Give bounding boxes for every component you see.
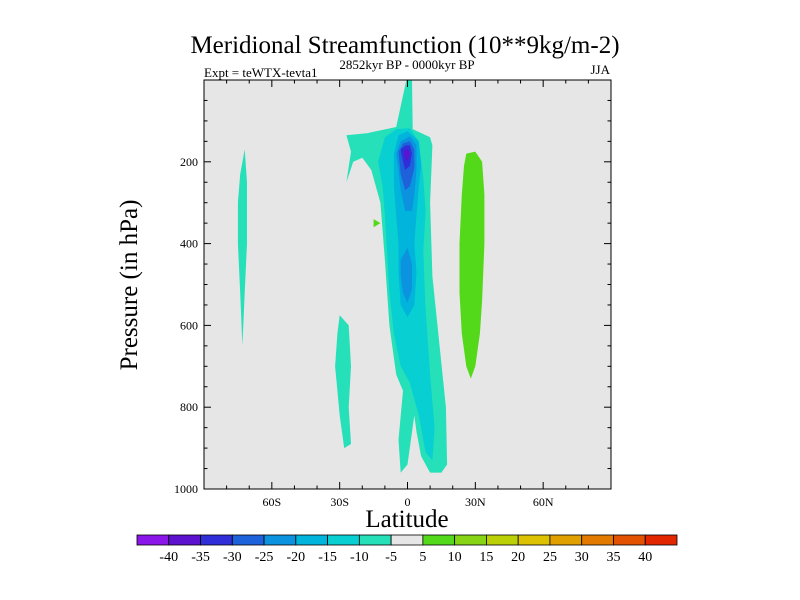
colorbar-label: 30: [575, 550, 589, 565]
x-tick-label: 30S: [330, 495, 349, 509]
contour-region-cell-level-20-lower: [400, 247, 412, 303]
time-period-label: 2852kyr BP - 0000kyr BP: [339, 57, 474, 72]
colorbar-label: -15: [318, 550, 337, 565]
y-tick-label: 1000: [174, 482, 198, 496]
colorbar-box: [486, 534, 519, 546]
y-tick-label: 600: [180, 318, 198, 332]
colorbar-box: [200, 534, 233, 546]
y-tick-label: 200: [180, 155, 198, 169]
y-tick-label: 800: [180, 400, 198, 414]
colorbar-box: [168, 534, 201, 546]
colorbar: -40 -35 -30 -25 -20 -15 -10 -5 5 10 15 20 25 30 35 40: [136, 534, 678, 565]
colorbar-label: -30: [223, 550, 242, 565]
colorbar-label: 40: [638, 550, 652, 565]
contour-regions: [237, 80, 485, 473]
colorbar-box: [549, 534, 583, 546]
colorbar-box: [454, 534, 487, 546]
x-tick-label: 0: [405, 495, 411, 509]
colorbar-label: 5: [419, 550, 426, 565]
colorbar-box: [644, 534, 678, 546]
contour-region-far-south-band: [237, 149, 247, 346]
colorbar-label: -5: [385, 550, 397, 565]
colorbar-label: -40: [159, 550, 178, 565]
x-tick-label: 60S: [262, 495, 281, 509]
colorbar-box: [263, 534, 297, 546]
experiment-label: Expt = teWTX-tevta1: [204, 65, 317, 80]
colorbar-label: -10: [350, 550, 369, 565]
y-axis-ticks: 200 400 600 800 1000: [174, 99, 611, 496]
y-tick-label: 400: [180, 237, 198, 251]
colorbar-label: -25: [255, 550, 274, 565]
contour-region-lower-trop-south-band: [335, 315, 351, 449]
x-axis-ticks: 60S 30S 0 30N 60N: [226, 80, 589, 509]
x-tick-label: 30N: [465, 495, 486, 509]
contour-region-small-positive-patch: [373, 219, 381, 228]
chart-title: Meridional Streamfunction (10**9kg/m-2): [190, 32, 619, 59]
colorbar-box: [136, 534, 170, 546]
contour-region-cell-core: [404, 148, 410, 161]
colorbar-box: [358, 534, 392, 546]
season-label: JJA: [590, 62, 610, 77]
colorbar-box: [517, 534, 551, 546]
colorbar-label: 35: [606, 550, 620, 565]
y-axis-title: Pressure (in hPa): [116, 200, 143, 371]
colorbar-label: 15: [479, 550, 493, 565]
colorbar-label: -20: [286, 550, 305, 565]
colorbar-label: 25: [543, 550, 557, 565]
colorbar-box: [390, 534, 424, 546]
colorbar-box: [613, 534, 646, 546]
colorbar-label: -35: [191, 550, 210, 565]
colorbar-box: [581, 534, 614, 546]
colorbar-label: 20: [511, 550, 525, 565]
colorbar-box: [422, 534, 456, 546]
colorbar-label: 10: [448, 550, 462, 565]
x-tick-label: 60N: [533, 495, 554, 509]
contour-region-subtropical-positive-cell: [459, 151, 485, 379]
colorbar-box: [231, 534, 265, 546]
colorbar-box: [295, 534, 328, 546]
x-axis-title: Latitude: [365, 506, 448, 533]
colorbar-box: [327, 534, 360, 546]
